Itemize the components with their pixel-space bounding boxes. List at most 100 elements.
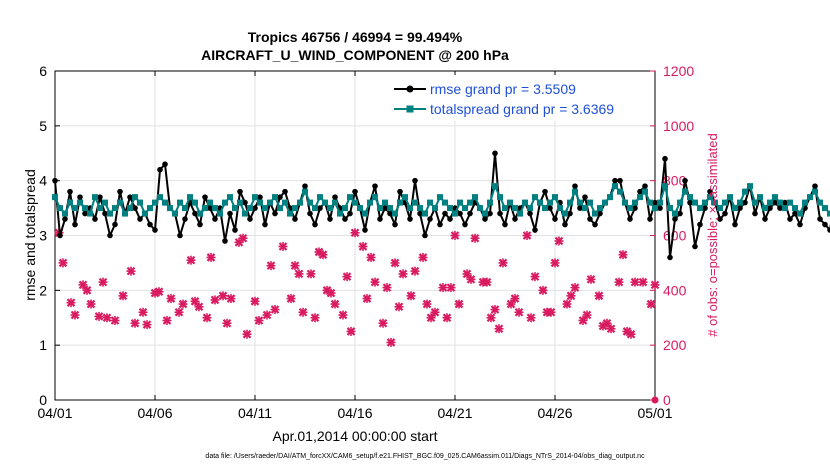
- point-totalspread: [287, 210, 293, 217]
- obs-assimilated-marker: [646, 299, 656, 309]
- point-totalspread: [762, 205, 768, 212]
- point-rmse: [97, 194, 103, 200]
- point-rmse: [442, 210, 448, 217]
- point-totalspread: [557, 205, 563, 212]
- point-rmse: [552, 216, 558, 222]
- obs-assimilated-marker: [270, 305, 280, 315]
- point-rmse: [207, 205, 213, 211]
- point-rmse: [272, 210, 278, 217]
- point-rmse: [247, 216, 253, 222]
- point-rmse: [512, 216, 518, 222]
- obs-assimilated-marker: [178, 299, 188, 309]
- point-rmse: [392, 221, 398, 228]
- obs-assimilated-marker: [514, 307, 524, 317]
- x-tick-label: 04/26: [537, 405, 572, 421]
- point-totalspread: [487, 199, 493, 206]
- point-totalspread: [167, 205, 173, 212]
- legend-rmse-marker: [406, 85, 414, 93]
- point-totalspread: [102, 199, 108, 206]
- point-rmse: [67, 188, 73, 195]
- point-totalspread: [417, 205, 423, 212]
- obs-assimilated-marker: [86, 299, 96, 309]
- point-totalspread: [657, 199, 663, 206]
- point-totalspread: [667, 205, 673, 212]
- point-rmse: [792, 210, 798, 217]
- point-totalspread: [107, 210, 113, 217]
- obs-assimilated-marker: [370, 277, 380, 287]
- point-rmse: [782, 199, 788, 206]
- obs-assimilated-marker: [138, 307, 148, 317]
- point-totalspread: [792, 205, 798, 212]
- obs-assimilated-marker: [286, 294, 296, 304]
- obs-assimilated-marker: [390, 258, 400, 268]
- point-rmse: [722, 210, 728, 217]
- point-totalspread: [357, 205, 363, 212]
- obs-assimilated-marker: [530, 272, 540, 282]
- point-totalspread: [462, 205, 468, 212]
- y-right-tick-label: 1200: [663, 63, 694, 79]
- point-rmse: [412, 177, 418, 184]
- point-totalspread: [247, 205, 253, 212]
- point-rmse: [127, 194, 133, 200]
- point-rmse: [222, 238, 228, 244]
- point-totalspread: [152, 199, 158, 206]
- obs-assimilated-marker: [446, 283, 456, 293]
- point-totalspread: [507, 199, 513, 206]
- x-tick-label: 04/06: [137, 405, 172, 421]
- point-rmse: [212, 216, 218, 222]
- point-totalspread: [607, 194, 613, 201]
- point-rmse: [227, 210, 233, 217]
- point-totalspread: [52, 194, 58, 201]
- obs-assimilated-marker: [594, 291, 604, 301]
- point-totalspread: [747, 183, 753, 190]
- point-rmse: [112, 221, 118, 228]
- point-totalspread: [572, 188, 578, 195]
- point-totalspread: [547, 199, 553, 206]
- point-rmse: [462, 221, 468, 228]
- point-totalspread: [637, 194, 643, 201]
- obs-assimilated-marker: [238, 233, 248, 243]
- point-rmse: [137, 216, 143, 222]
- point-totalspread: [652, 205, 658, 212]
- obs-assimilated-marker: [218, 291, 228, 301]
- series-rmse: [52, 150, 830, 261]
- obs-assimilated-marker: [442, 313, 452, 323]
- point-rmse: [52, 177, 58, 184]
- obs-assimilated-marker: [110, 315, 120, 325]
- point-totalspread: [177, 199, 183, 206]
- point-rmse: [107, 232, 113, 239]
- point-totalspread: [382, 199, 388, 206]
- obs-assimilated-marker: [494, 324, 504, 334]
- x-tick-label: 04/11: [238, 405, 272, 421]
- point-totalspread: [292, 205, 298, 212]
- y-left-tick-label: 4: [39, 173, 47, 189]
- point-rmse: [497, 210, 503, 217]
- point-rmse: [237, 188, 243, 195]
- point-totalspread: [262, 205, 268, 212]
- obs-assimilated-marker: [294, 269, 304, 279]
- point-totalspread: [362, 210, 368, 217]
- point-rmse: [417, 210, 423, 217]
- point-rmse: [662, 155, 668, 162]
- point-totalspread: [597, 205, 603, 212]
- point-rmse: [152, 227, 158, 233]
- obs-assimilated-marker: [278, 241, 288, 251]
- obs-assimilated-marker: [174, 307, 184, 317]
- point-totalspread: [87, 210, 93, 217]
- point-totalspread: [742, 188, 748, 195]
- point-rmse: [407, 216, 413, 222]
- point-totalspread: [237, 199, 243, 206]
- point-rmse: [257, 194, 263, 200]
- point-rmse: [282, 188, 288, 195]
- point-totalspread: [552, 194, 558, 201]
- obs-assimilated-marker: [222, 318, 232, 328]
- point-totalspread: [697, 205, 703, 212]
- obs-markers: [54, 228, 660, 404]
- x-axis: 04/01 04/06 04/11 04/16 04/21 04/26 05/01: [37, 71, 673, 421]
- obs-assimilated-marker: [566, 291, 576, 301]
- point-rmse: [717, 216, 723, 222]
- obs-assimilated-marker: [510, 294, 520, 304]
- point-totalspread: [787, 199, 793, 206]
- obs-assimilated-marker: [310, 313, 320, 323]
- obs-assimilated-marker: [350, 228, 360, 238]
